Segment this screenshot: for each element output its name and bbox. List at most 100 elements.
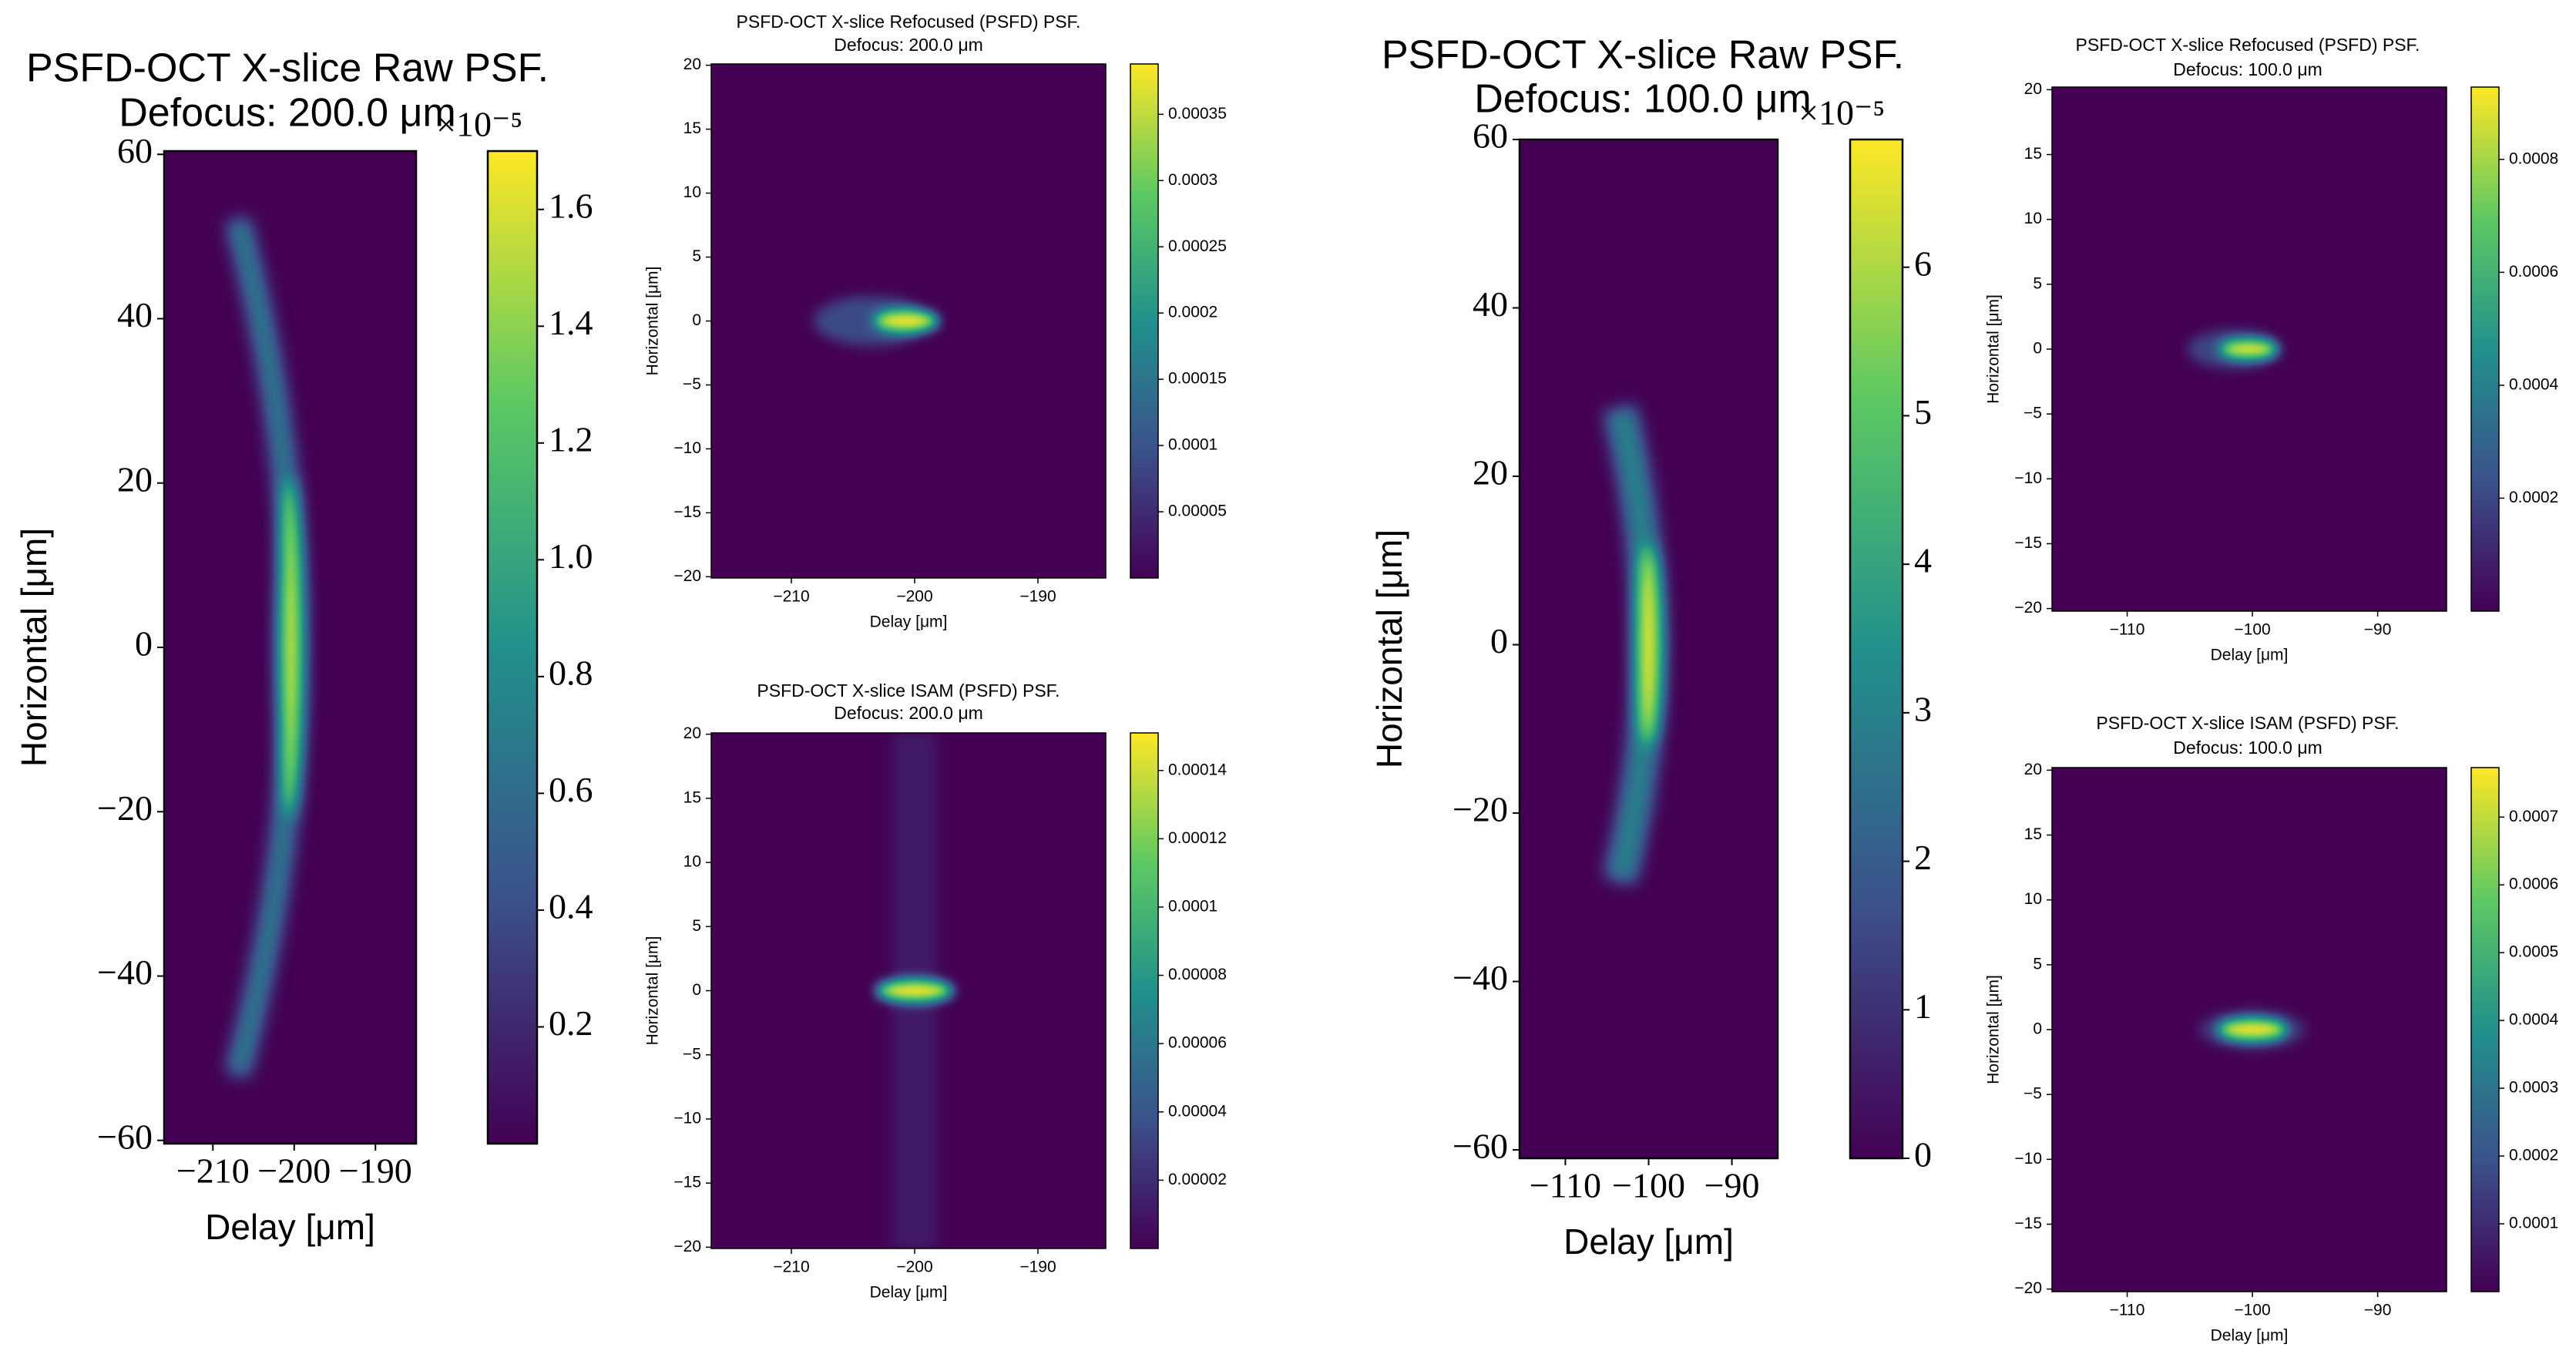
- y-tick-label: 10: [2024, 210, 2042, 227]
- colorbar-tick-label: 0.00015: [1168, 370, 1227, 388]
- y-axis-label: Horizontal [μm]: [1369, 529, 1409, 768]
- chart-subtitle: Defocus: 200.0 μm: [834, 35, 983, 55]
- y-tick-label: −15: [673, 1174, 701, 1191]
- chart-title: PSFD-OCT X-slice Refocused (PSFD) PSF.: [737, 12, 1081, 32]
- colorbar-tick-label: 1.0: [549, 536, 593, 576]
- colorbar: [1849, 138, 1904, 1160]
- colorbar-tick-label: 4: [1914, 541, 1932, 580]
- y-tick-label: −5: [2024, 405, 2042, 422]
- colorbar-tick-label: 0.0002: [2509, 489, 2558, 506]
- colorbar-tick-label: 0.0006: [2509, 263, 2558, 281]
- chart-subtitle: Defocus: 100.0 μm: [2173, 59, 2322, 79]
- heatmap-image: [2052, 87, 2447, 611]
- y-tick-label: 20: [2024, 80, 2042, 98]
- y-axis-label: Horizontal [μm]: [644, 267, 662, 376]
- x-axis-label: Delay [μm]: [205, 1207, 375, 1247]
- y-tick-label: 15: [683, 788, 701, 806]
- y-tick-label: 15: [2024, 825, 2042, 843]
- y-tick-label: −60: [1453, 1127, 1508, 1166]
- colorbar-tick-label: 0.0003: [2509, 1079, 2558, 1097]
- psf-peak: [873, 310, 939, 332]
- x-axis-label: Delay [μm]: [1563, 1222, 1734, 1262]
- colorbar-multiplier: ×10⁻⁵: [436, 105, 522, 144]
- panel: −110 −100 −90 20 15 10 5 0 −5 −10 −15 −20 PSFD-OCT X…: [1985, 713, 2559, 1344]
- y-tick-label: 5: [692, 917, 701, 935]
- chart-subtitle: Defocus: 200.0 μm: [834, 703, 983, 723]
- x-tick-label: −190: [1019, 588, 1056, 606]
- colorbar-tick-label: 0.00006: [1168, 1034, 1227, 1052]
- y-axis-label: Horizontal [μm]: [14, 528, 54, 767]
- panel: −210 −200 −190 20 15 10 5 0 −5 −10 −15 −20 PSFD-OCT …: [644, 680, 1228, 1301]
- colorbar-tick-label: 0.4: [549, 887, 593, 926]
- colorbar-tick-label: 1: [1914, 986, 1932, 1026]
- chart-title: PSFD-OCT X-slice ISAM (PSFD) PSF.: [2096, 713, 2399, 733]
- colorbar-tick-label: 0.0004: [2509, 1011, 2559, 1029]
- chart-subtitle: Defocus: 100.0 μm: [1474, 77, 1812, 122]
- panel: −210 −200 −190 60 40 20 0 −20 −40 −60 PSFD-OCT X-s…: [14, 46, 593, 1247]
- colorbar-tick-label: 0.00008: [1168, 966, 1227, 983]
- x-tick-label: −110: [2110, 1302, 2145, 1319]
- y-tick-label: 20: [117, 459, 153, 499]
- colorbar-tick-label: 0.0004: [2509, 375, 2559, 393]
- x-tick-label: −100: [1612, 1166, 1685, 1205]
- x-tick-label: −210: [176, 1151, 250, 1191]
- heatmap-image: [711, 733, 1106, 1248]
- chart-title: PSFD-OCT X-slice Raw PSF.: [26, 46, 549, 91]
- colorbar: [1130, 732, 1159, 1249]
- y-axis-label: Horizontal [μm]: [1985, 294, 2003, 404]
- y-tick-label: −10: [2014, 469, 2042, 487]
- y-tick-label: −10: [673, 1109, 701, 1127]
- y-tick-label: −20: [673, 567, 701, 585]
- colorbar-tick-label: 1.4: [549, 303, 593, 342]
- x-tick-label: −210: [773, 1259, 809, 1276]
- colorbar-tick-label: 0.0001: [1168, 436, 1217, 454]
- y-tick-label: −5: [683, 1045, 701, 1063]
- y-tick-label: 5: [692, 247, 701, 265]
- y-axis-label: Horizontal [μm]: [644, 936, 662, 1046]
- x-tick-label: −210: [773, 588, 809, 606]
- y-tick-label: 0: [692, 981, 701, 999]
- psf-peak: [279, 478, 301, 817]
- x-tick-label: −110: [1530, 1166, 1601, 1205]
- heatmap-image: [711, 64, 1106, 578]
- y-tick-label: 15: [683, 119, 701, 137]
- x-axis-label: Delay [μm]: [2211, 1327, 2289, 1345]
- colorbar-tick-label: 0.00004: [1168, 1102, 1227, 1120]
- y-tick-label: −20: [1453, 790, 1508, 829]
- colorbar: [2470, 767, 2500, 1292]
- y-tick-label: 0: [135, 624, 153, 664]
- psf-peak: [2219, 340, 2279, 358]
- colorbar-tick-label: 1.2: [549, 419, 593, 459]
- y-tick-label: −20: [2014, 599, 2042, 617]
- x-tick-label: −100: [2234, 1302, 2270, 1319]
- y-axis-label: Horizontal [μm]: [1985, 975, 2003, 1084]
- x-axis-label: Delay [μm]: [870, 1284, 948, 1302]
- x-tick-label: −190: [339, 1151, 412, 1191]
- colorbar-tick-label: 3: [1914, 689, 1932, 728]
- panel: −210 −200 −190 20 15 10 5 0 −5 −10 −15 −20 PSFD-OCT …: [644, 12, 1227, 630]
- y-tick-label: −15: [2014, 1215, 2042, 1232]
- y-tick-label: −20: [2014, 1279, 2042, 1297]
- colorbar: [486, 150, 539, 1145]
- colorbar-tick-label: 0.0006: [2509, 875, 2558, 893]
- psf-fringe: [814, 296, 929, 346]
- colorbar-tick-label: 0.00025: [1168, 237, 1227, 255]
- x-tick-label: −200: [896, 588, 932, 606]
- colorbar-tick-label: 0.0002: [1168, 304, 1217, 321]
- colorbar-tick-label: 0.0007: [2509, 808, 2558, 825]
- y-tick-label: −15: [673, 503, 701, 521]
- x-axis-label: Delay [μm]: [870, 613, 948, 631]
- y-tick-label: 20: [2024, 761, 2042, 778]
- x-tick-label: −90: [2364, 1302, 2392, 1319]
- x-tick-label: −200: [257, 1151, 331, 1191]
- colorbar-tick-label: 0.00012: [1168, 829, 1227, 847]
- x-tick-label: −200: [896, 1259, 932, 1276]
- colorbar-tick-label: 0.00014: [1168, 761, 1227, 778]
- heatmap-image: [1520, 139, 1778, 1158]
- chart-subtitle: Defocus: 200.0 μm: [119, 91, 456, 136]
- y-tick-label: 60: [1473, 116, 1508, 156]
- psf-peak: [876, 980, 953, 1002]
